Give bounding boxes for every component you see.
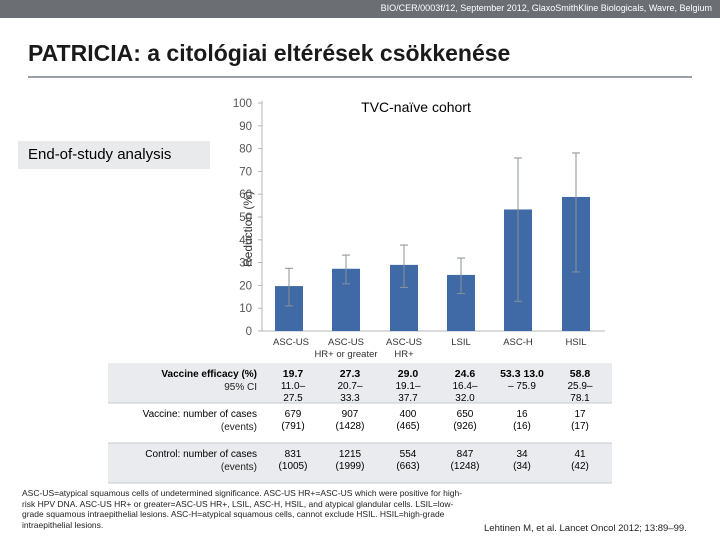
y-tick-label: 100 [233, 98, 252, 110]
y-tick-label: 50 [239, 212, 252, 224]
table-cell: (1005) [279, 461, 308, 472]
y-tick-label: 30 [239, 258, 252, 270]
table-cell: (34) [513, 461, 531, 472]
page-title: PATRICIA: a citológiai eltérések csökken… [28, 40, 511, 66]
row-label: Vaccine: number of cases [143, 409, 257, 420]
table-cell: 32.0 [455, 393, 475, 404]
y-tick-label: 90 [239, 121, 252, 133]
table-cell: 11.0– [281, 381, 306, 392]
table-cell: 41 [574, 449, 586, 460]
x-tick-label: LSIL [451, 337, 471, 348]
table-row-bg [108, 403, 612, 443]
table-cell: – 75.9 [508, 381, 536, 392]
table-cell: 400 [400, 409, 417, 420]
footnote: ASC-US=atypical squamous cells of undete… [22, 488, 463, 530]
y-tick-label: 10 [239, 303, 252, 315]
y-tick-label: 70 [239, 166, 252, 178]
table-cell: 78.1 [570, 393, 590, 404]
table-cell: 58.8 [570, 368, 591, 380]
table-cell: 19.7 [283, 368, 304, 380]
table-cell: 27.3 [340, 368, 361, 380]
table-cell: 29.0 [398, 368, 419, 380]
analysis-label-box: End-of-study analysis [18, 141, 210, 169]
x-tick-label: HR+ or greater [314, 349, 377, 360]
table-cell: (1248) [451, 461, 480, 472]
table-cell: 33.3 [340, 393, 360, 404]
y-tick-label: 60 [239, 189, 252, 201]
x-tick-label: HR+ [394, 349, 414, 360]
row-label: Control: number of cases [145, 449, 257, 460]
table-cell: 16 [516, 409, 528, 420]
table-cell: 27.5 [283, 393, 303, 404]
table-cell: (926) [453, 421, 476, 432]
x-tick-label: ASC-US [386, 337, 422, 348]
table-cell: 907 [342, 409, 359, 420]
table-cell: 24.6 [455, 368, 476, 380]
table-cell: (17) [571, 421, 589, 432]
table-cell: 19.1– [395, 381, 420, 392]
table-cell: (1428) [336, 421, 365, 432]
x-tick-label: HSIL [565, 337, 586, 348]
row-sublabel: (events) [221, 462, 257, 473]
table-cell: 831 [285, 449, 302, 460]
table-cell: 20.7– [337, 381, 362, 392]
y-tick-label: 0 [246, 326, 252, 338]
table-cell: (791) [281, 421, 304, 432]
x-tick-label: ASC-US [328, 337, 364, 348]
title-divider [28, 76, 692, 78]
table-cell: 1215 [339, 449, 362, 460]
source-line: BIO/CER/0003f/12, September 2012, GlaxoS… [380, 3, 712, 13]
table-cell: 53.3 13.0 [500, 368, 544, 380]
y-tick-label: 80 [239, 144, 252, 156]
y-tick-label: 40 [239, 235, 252, 247]
table-cell: 679 [285, 409, 302, 420]
table-cell: 37.7 [398, 393, 418, 404]
table-row-bg [108, 443, 612, 483]
table-cell: 554 [400, 449, 417, 460]
x-tick-label: ASC-H [503, 337, 533, 348]
table-row-bg [108, 363, 612, 403]
row-sublabel: (events) [221, 422, 257, 433]
y-tick-label: 20 [239, 280, 252, 292]
table-cell: 16.4– [452, 381, 477, 392]
table-cell: 25.9– [567, 381, 592, 392]
chart-title: TVC-naïve cohort [361, 99, 471, 115]
table-cell: 847 [457, 449, 474, 460]
header-bar: BIO/CER/0003f/12, September 2012, GlaxoS… [0, 0, 720, 18]
row-label: Vaccine efficacy (%) [161, 369, 257, 380]
table-cell: 17 [574, 409, 586, 420]
table-cell: 650 [457, 409, 474, 420]
table-cell: 34 [516, 449, 528, 460]
table-cell: (663) [396, 461, 419, 472]
table-cell: (1999) [336, 461, 365, 472]
row-sublabel: 95% CI [224, 382, 257, 393]
table-cell: (42) [571, 461, 589, 472]
table-cell: (16) [513, 421, 531, 432]
table-cell: (465) [396, 421, 419, 432]
reference: Lehtinen M, et al. Lancet Oncol 2012; 13… [484, 523, 687, 534]
x-tick-label: ASC-US [273, 337, 309, 348]
analysis-label: End-of-study analysis [28, 146, 172, 163]
